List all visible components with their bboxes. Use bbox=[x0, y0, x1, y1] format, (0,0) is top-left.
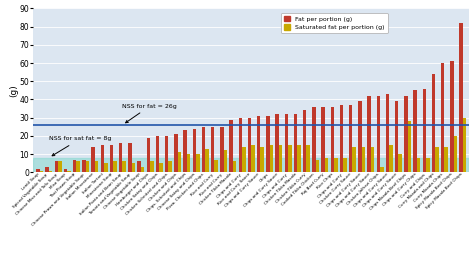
Bar bbox=[95, 162, 98, 172]
Bar bbox=[266, 116, 270, 172]
Bar bbox=[306, 145, 310, 172]
Bar bbox=[55, 162, 58, 172]
Bar bbox=[238, 118, 242, 172]
Bar bbox=[349, 105, 353, 172]
Bar bbox=[178, 152, 181, 172]
Bar bbox=[399, 154, 402, 172]
Bar bbox=[202, 127, 205, 172]
Bar bbox=[156, 136, 159, 172]
Bar bbox=[46, 167, 49, 172]
Bar bbox=[284, 114, 288, 172]
Bar bbox=[165, 136, 168, 172]
Bar bbox=[389, 145, 393, 172]
Bar bbox=[321, 107, 325, 172]
Bar bbox=[426, 158, 429, 172]
Bar bbox=[432, 74, 435, 172]
Bar bbox=[132, 163, 135, 172]
Bar bbox=[141, 167, 144, 172]
Bar bbox=[312, 107, 316, 172]
Bar bbox=[353, 147, 356, 172]
Bar bbox=[362, 147, 365, 172]
Bar bbox=[36, 169, 40, 172]
Bar bbox=[395, 101, 399, 172]
Bar bbox=[376, 96, 380, 172]
Bar bbox=[113, 162, 117, 172]
Bar bbox=[257, 116, 260, 172]
Bar bbox=[82, 160, 86, 172]
Bar bbox=[343, 158, 346, 172]
Bar bbox=[159, 163, 163, 172]
Bar bbox=[408, 121, 411, 172]
Bar bbox=[413, 90, 417, 172]
Bar bbox=[435, 147, 439, 172]
Bar bbox=[122, 162, 126, 172]
Bar bbox=[174, 134, 178, 172]
Bar bbox=[49, 170, 52, 172]
Bar bbox=[192, 129, 196, 172]
Bar bbox=[445, 147, 448, 172]
Bar bbox=[270, 145, 273, 172]
Bar bbox=[367, 96, 371, 172]
Bar bbox=[233, 162, 237, 172]
Bar bbox=[168, 162, 172, 172]
Bar bbox=[386, 94, 389, 172]
Bar bbox=[441, 63, 445, 172]
Bar bbox=[91, 147, 95, 172]
Legend: Fat per portion (g), Saturated fat per portion (g): Fat per portion (g), Saturated fat per p… bbox=[281, 13, 388, 33]
Bar bbox=[214, 160, 218, 172]
Text: NSS for sat fat = 8g: NSS for sat fat = 8g bbox=[49, 136, 111, 156]
Bar bbox=[248, 118, 251, 172]
Bar bbox=[380, 167, 383, 172]
Bar bbox=[196, 154, 200, 172]
Bar bbox=[64, 169, 67, 172]
Bar bbox=[187, 154, 191, 172]
Bar bbox=[275, 114, 279, 172]
Bar bbox=[316, 160, 319, 172]
Bar bbox=[404, 96, 408, 172]
Bar bbox=[224, 150, 227, 172]
Bar bbox=[251, 145, 255, 172]
Bar bbox=[211, 127, 214, 172]
Bar bbox=[220, 127, 224, 172]
Bar bbox=[242, 147, 246, 172]
Bar bbox=[229, 120, 233, 172]
Bar bbox=[146, 138, 150, 172]
Bar bbox=[297, 145, 301, 172]
Text: NSS for fat = 26g: NSS for fat = 26g bbox=[122, 104, 177, 123]
Bar bbox=[279, 145, 283, 172]
Bar bbox=[325, 158, 328, 172]
Bar bbox=[422, 88, 426, 172]
Bar bbox=[459, 23, 463, 172]
Bar bbox=[358, 101, 362, 172]
Bar bbox=[67, 170, 71, 172]
Bar bbox=[330, 107, 334, 172]
Bar bbox=[73, 160, 76, 172]
Bar bbox=[417, 158, 420, 172]
Bar bbox=[463, 118, 466, 172]
Bar bbox=[33, 158, 469, 172]
Bar bbox=[371, 147, 374, 172]
Bar bbox=[260, 147, 264, 172]
Bar bbox=[128, 143, 132, 172]
Bar bbox=[137, 162, 141, 172]
Bar bbox=[288, 145, 292, 172]
Bar bbox=[303, 110, 306, 172]
Bar bbox=[334, 158, 337, 172]
Bar bbox=[109, 145, 113, 172]
Bar bbox=[58, 162, 62, 172]
Bar bbox=[40, 170, 43, 172]
Bar bbox=[294, 114, 297, 172]
Bar bbox=[340, 105, 343, 172]
Bar bbox=[183, 130, 187, 172]
Bar bbox=[454, 136, 457, 172]
Bar bbox=[76, 162, 80, 172]
Bar bbox=[150, 162, 154, 172]
Bar bbox=[450, 61, 454, 172]
Bar bbox=[86, 162, 89, 172]
Bar bbox=[119, 143, 122, 172]
Bar bbox=[100, 145, 104, 172]
Bar bbox=[205, 149, 209, 172]
Y-axis label: (g): (g) bbox=[9, 84, 18, 97]
Bar bbox=[104, 163, 108, 172]
